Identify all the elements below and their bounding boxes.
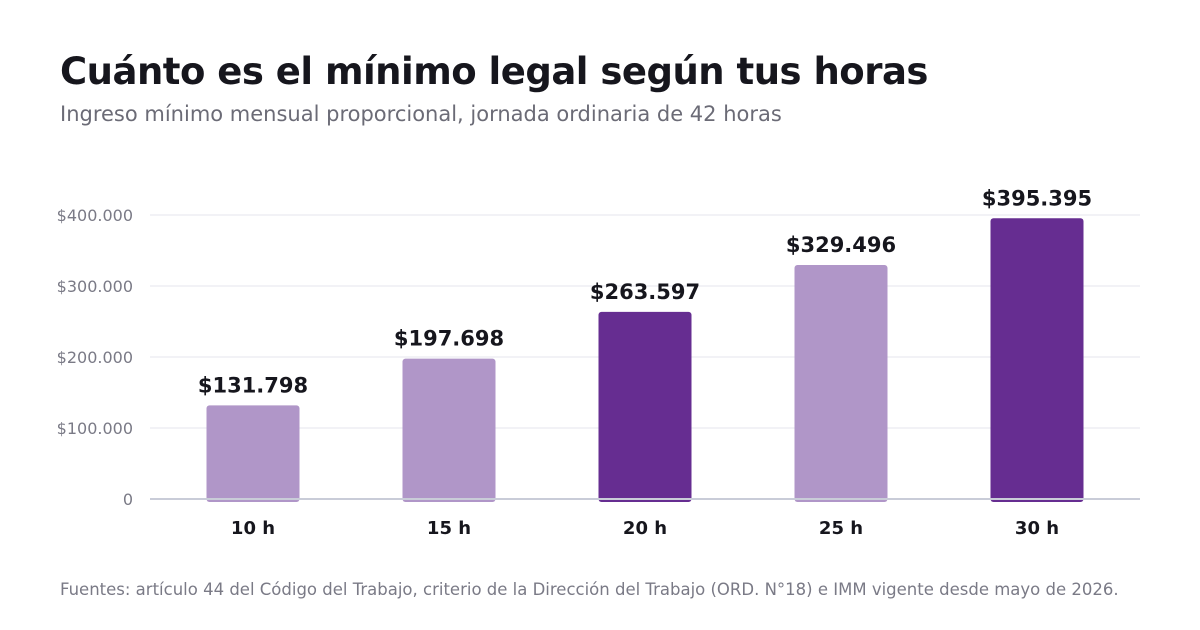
bar [402, 358, 496, 502]
x-tick-label: 20 h [623, 518, 667, 539]
x-tick-label: 30 h [1015, 518, 1059, 539]
y-tick-label: $400.000 [57, 206, 133, 225]
source-note: Fuentes: artículo 44 del Código del Trab… [60, 580, 1119, 599]
data-label: $395.395 [982, 186, 1092, 210]
data-label: $329.496 [786, 233, 896, 257]
bar [794, 265, 888, 502]
chart-title: Cuánto es el mínimo legal según tus hora… [60, 50, 928, 93]
x-tick-label: 25 h [819, 518, 863, 539]
bar [206, 405, 300, 502]
y-tick-label: $100.000 [57, 419, 133, 438]
data-label: $197.698 [394, 327, 504, 351]
y-tick-label: $300.000 [57, 277, 133, 296]
data-label: $131.798 [198, 373, 308, 397]
bar [598, 311, 692, 502]
data-label: $263.597 [590, 280, 700, 304]
chart-subtitle: Ingreso mínimo mensual proporcional, jor… [60, 102, 782, 126]
bar [990, 218, 1084, 503]
x-tick-label: 15 h [427, 518, 471, 539]
x-tick-label: 10 h [231, 518, 275, 539]
y-tick-label: $200.000 [57, 348, 133, 367]
y-tick-label: 0 [123, 490, 133, 509]
